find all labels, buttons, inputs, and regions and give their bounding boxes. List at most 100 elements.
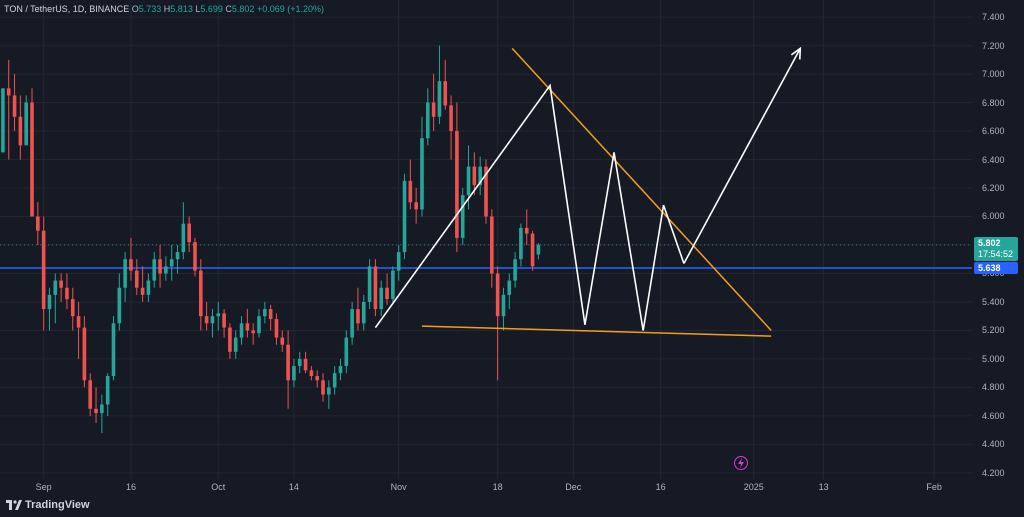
- x-tick-label: Nov: [390, 482, 407, 492]
- candle-body: [216, 313, 221, 317]
- candle-body: [123, 259, 127, 288]
- brand-name: TradingView: [25, 499, 90, 511]
- close-value: 5.802: [231, 4, 255, 14]
- candle-body: [420, 138, 424, 210]
- candle-body: [484, 166, 488, 217]
- chart-canvas[interactable]: [0, 0, 972, 480]
- candle-body: [414, 202, 418, 210]
- candle-body: [367, 266, 372, 302]
- candle-body: [18, 116, 23, 146]
- candle-body: [181, 223, 186, 253]
- candle-body: [332, 373, 337, 388]
- last-price-value: 5.802: [978, 238, 1001, 248]
- candle-body: [466, 166, 471, 196]
- candle-body: [356, 309, 360, 324]
- triangle-lower-trendline: [421, 325, 772, 337]
- high-value: 5.813: [170, 4, 193, 14]
- x-tick-label: 13: [818, 482, 829, 492]
- projection-arrow-line: [683, 48, 802, 264]
- candle-body: [204, 316, 209, 324]
- candle-body: [478, 166, 482, 186]
- candle-body: [76, 316, 81, 328]
- y-tick-label: 6.200: [982, 183, 1005, 193]
- candle-body: [140, 287, 145, 295]
- lightning-icon[interactable]: [734, 456, 748, 470]
- candle-body: [210, 316, 215, 324]
- candle-body: [472, 166, 477, 186]
- open-label: O: [131, 4, 139, 14]
- candle-body: [239, 323, 244, 338]
- change-value: +0.069 (+1.20%): [256, 4, 325, 14]
- price-chart[interactable]: [0, 0, 972, 480]
- last-price-badge: 5.802 17:54:52: [974, 237, 1018, 261]
- projection-arrow-head: [790, 46, 802, 60]
- candle-body: [146, 280, 151, 295]
- triangle-upper-trendline: [511, 47, 772, 331]
- candle-body: [257, 316, 261, 334]
- candle-body: [30, 102, 34, 217]
- candle-body: [105, 376, 110, 405]
- candle-body: [59, 280, 63, 288]
- candle-body: [24, 102, 28, 146]
- y-tick-label: 5.400: [982, 296, 1005, 307]
- x-tick-label: Dec: [565, 482, 582, 492]
- candle-body: [111, 323, 116, 377]
- tradingview-logo-icon: [6, 500, 22, 510]
- y-tick-label: 7.000: [982, 69, 1005, 80]
- candle-body: [134, 270, 139, 288]
- candle-body: [507, 280, 512, 295]
- tradingview-logo[interactable]: TradingView: [6, 499, 90, 511]
- candle-body: [490, 216, 494, 274]
- candle-body: [443, 81, 448, 106]
- candle-body: [222, 313, 226, 328]
- candle-body: [303, 358, 308, 371]
- time-axis[interactable]: Sep 16 Oct 14 Nov 18 Dec 16 2025 13 Feb: [0, 480, 972, 496]
- candle-body: [82, 327, 87, 381]
- x-tick-label: 16: [125, 482, 136, 492]
- symbol-label[interactable]: TON / TetherUS, 1D, BINANCE: [4, 4, 130, 14]
- candle-body: [385, 287, 389, 300]
- candle-body: [361, 301, 366, 324]
- x-tick-label: Sep: [35, 482, 52, 492]
- y-tick-label: 6.400: [982, 154, 1005, 165]
- candle-body: [65, 287, 69, 300]
- candle-body: [169, 259, 174, 267]
- candle-body: [53, 280, 58, 295]
- bar-countdown: 17:54:52: [978, 249, 1014, 259]
- candle-body: [6, 88, 11, 96]
- candle-body: [100, 404, 104, 414]
- candle-body: [94, 408, 98, 414]
- candle-body: [152, 259, 157, 281]
- candle-body: [187, 223, 191, 243]
- candle-body: [251, 330, 255, 334]
- candle-body: [164, 266, 168, 274]
- x-tick-label: Oct: [211, 482, 226, 492]
- candle-body: [315, 376, 320, 381]
- candle-body: [117, 287, 122, 324]
- candle-body: [530, 233, 535, 267]
- candle-body: [233, 337, 238, 352]
- candle-body: [297, 358, 302, 367]
- candle-body: [193, 242, 197, 271]
- candle-body: [292, 366, 296, 381]
- candle-body: [70, 299, 75, 317]
- candle-body: [274, 319, 279, 338]
- candle-body: [12, 95, 17, 117]
- y-tick-label: 4.800: [982, 382, 1005, 393]
- candle-body: [408, 180, 413, 203]
- y-tick-label: 7.200: [982, 40, 1005, 51]
- candle-body: [36, 216, 40, 231]
- candle-body: [268, 309, 273, 320]
- candle-body: [519, 227, 523, 260]
- candle-body: [158, 259, 162, 274]
- candle-body: [338, 366, 343, 374]
- low-value: 5.699: [200, 4, 223, 14]
- low-label: L: [195, 4, 201, 14]
- candle-body: [501, 294, 506, 317]
- wave-pattern-path: [374, 83, 685, 331]
- candle-body: [129, 259, 133, 271]
- candle-body: [321, 380, 325, 395]
- x-tick-label: 2025: [743, 482, 764, 492]
- candle-body: [524, 227, 529, 234]
- candle-body: [198, 270, 203, 317]
